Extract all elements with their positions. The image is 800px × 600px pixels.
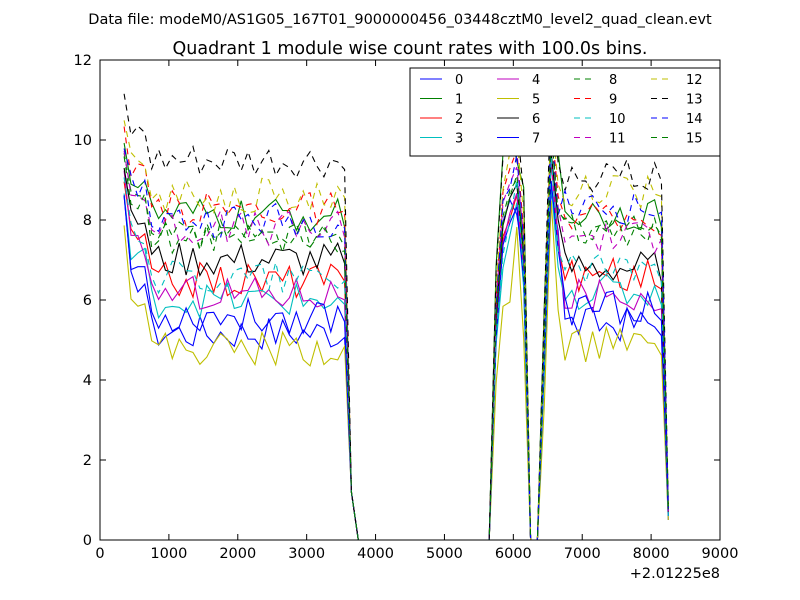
y-tick-label: 12	[74, 53, 92, 69]
legend-label-7: 7	[532, 132, 540, 147]
x-tick-label: 4000	[357, 546, 394, 562]
legend-label-11: 11	[609, 132, 626, 147]
legend-label-1: 1	[455, 93, 463, 108]
legend-label-8: 8	[609, 73, 617, 88]
x-tick-label: 6000	[495, 546, 532, 562]
x-tick-label: 2000	[219, 546, 256, 562]
x-tick-label: 0	[95, 546, 104, 562]
x-offset-label: +2.01225e8	[630, 566, 720, 582]
legend-label-13: 13	[686, 93, 703, 108]
y-tick-label: 4	[83, 373, 92, 389]
x-tick-label: 7000	[564, 546, 601, 562]
data-file-suptitle: Data file: modeM0/AS1G05_167T01_90000004…	[88, 12, 712, 28]
y-tick-label: 6	[83, 293, 92, 309]
series-line-4	[123, 160, 669, 540]
y-tick-label: 2	[83, 453, 92, 469]
legend-label-10: 10	[609, 112, 626, 127]
legend-label-3: 3	[455, 132, 463, 147]
axis-ticks: 0 1000 2000 3000 4000 5000 6000 7000 8000 9000 0 2 4…	[74, 53, 739, 562]
x-tick-label: 1000	[150, 546, 187, 562]
y-tick-label: 8	[83, 213, 92, 229]
y-tick-label: 0	[83, 533, 92, 549]
series-line-5	[123, 200, 669, 540]
series-line-1	[123, 120, 669, 540]
series-line-11	[123, 129, 669, 540]
series-line-12	[123, 109, 669, 540]
x-tick-label: 8000	[633, 546, 670, 562]
series-lines	[123, 81, 669, 540]
chart-title: Quadrant 1 module wise count rates with …	[173, 39, 648, 59]
series-line-9	[123, 121, 669, 540]
series-line-14	[123, 121, 669, 540]
legend-label-9: 9	[609, 93, 617, 108]
series-line-15	[123, 129, 669, 540]
plot-area	[123, 81, 669, 540]
legend-label-6: 6	[532, 112, 540, 127]
x-tick-label: 3000	[288, 546, 325, 562]
legend-label-5: 5	[532, 93, 540, 108]
legend-box	[409, 67, 721, 157]
series-line-3	[123, 184, 669, 540]
series-line-7	[123, 180, 669, 540]
x-tick-label: 9000	[702, 546, 739, 562]
y-tick-label: 10	[74, 133, 92, 149]
x-tick-label: 5000	[426, 546, 463, 562]
legend-label-0: 0	[455, 73, 463, 88]
series-line-13	[123, 81, 669, 540]
series-line-6	[123, 152, 669, 540]
legend-label-12: 12	[686, 73, 703, 88]
legend-label-4: 4	[532, 73, 540, 88]
legend-label-14: 14	[686, 112, 703, 127]
legend-label-2: 2	[455, 112, 463, 127]
legend-label-15: 15	[686, 132, 703, 147]
